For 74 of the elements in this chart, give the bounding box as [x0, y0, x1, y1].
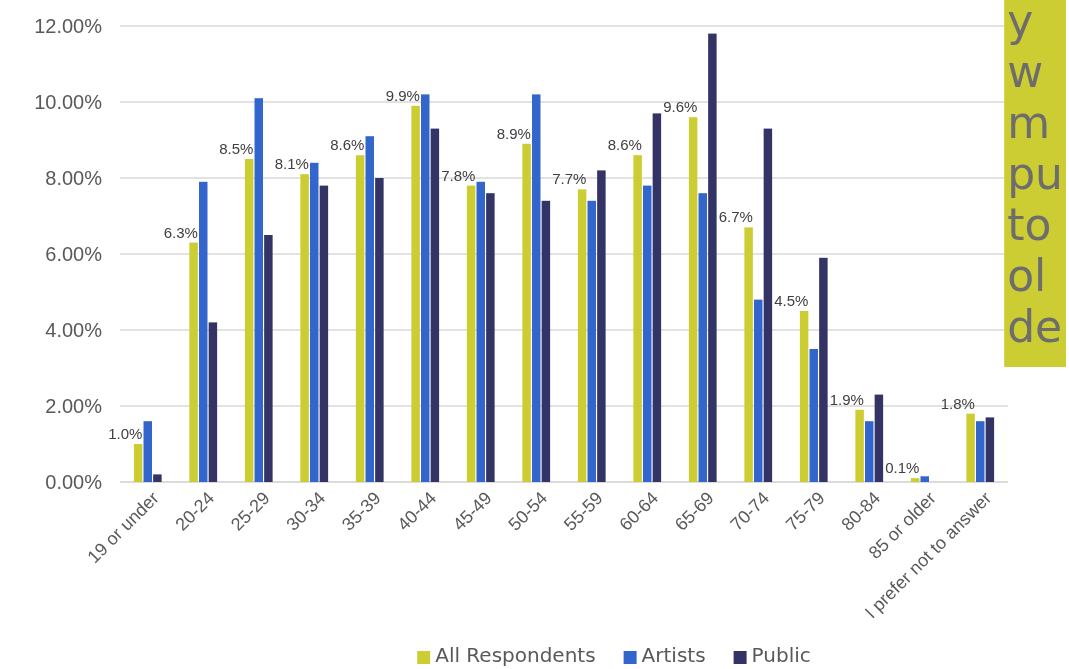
y-tick-label: 12.00%	[34, 14, 103, 37]
bar	[698, 193, 707, 482]
data-label: 8.6%	[607, 136, 642, 154]
bar	[597, 170, 606, 482]
bar	[310, 162, 319, 482]
bar	[189, 242, 198, 482]
bar	[577, 189, 587, 482]
data-label: 9.9%	[385, 86, 420, 104]
bar	[486, 193, 495, 482]
data-label: 7.7%	[552, 170, 587, 188]
bar	[143, 421, 152, 482]
data-label: 6.3%	[163, 223, 198, 241]
data-label: 1.9%	[829, 390, 864, 408]
y-tick-label: 10.00%	[34, 90, 103, 113]
bar	[532, 94, 541, 482]
bar	[541, 200, 551, 482]
y-tick-label: 8.00%	[45, 166, 103, 189]
bar	[208, 322, 218, 482]
bar	[652, 113, 662, 482]
bar	[133, 444, 143, 482]
bar	[365, 136, 374, 482]
bar	[319, 185, 329, 482]
bar	[874, 394, 884, 482]
bar	[264, 235, 273, 482]
bar	[754, 299, 763, 482]
bar	[375, 178, 384, 482]
bar	[430, 128, 440, 482]
data-label: 8.5%	[219, 140, 254, 157]
bar	[688, 117, 698, 482]
bar	[587, 200, 596, 482]
bar	[744, 227, 753, 482]
legend-label: Public	[751, 643, 811, 667]
legend-label: All Respondents	[435, 643, 596, 667]
bar	[199, 181, 208, 482]
data-label: 8.9%	[496, 124, 531, 142]
bar	[411, 105, 420, 482]
bar	[300, 174, 309, 482]
data-label: 0.1%	[885, 459, 920, 477]
bar	[476, 181, 485, 482]
bar	[819, 257, 828, 482]
bar	[985, 417, 995, 482]
data-label: 4.5%	[774, 292, 809, 309]
bar	[763, 128, 773, 482]
bar	[976, 421, 985, 482]
legend-label: Artists	[641, 643, 706, 667]
bar	[910, 478, 920, 482]
bar	[708, 33, 717, 482]
bar	[799, 311, 809, 482]
bar	[254, 98, 263, 482]
bar	[633, 155, 642, 482]
bar	[421, 94, 430, 482]
bar	[966, 413, 975, 482]
data-label: 8.1%	[274, 155, 309, 173]
data-label: 9.6%	[663, 98, 698, 116]
callout-box: y w m pu to ol de	[1004, 0, 1066, 367]
bar	[244, 159, 254, 482]
bar	[865, 421, 874, 482]
data-label: 8.6%	[330, 136, 365, 154]
bar	[855, 409, 864, 482]
bar	[153, 474, 162, 482]
bar	[643, 185, 652, 482]
y-tick-label: 0.00%	[45, 470, 103, 493]
bar	[355, 155, 365, 482]
bar	[466, 185, 476, 482]
y-tick-label: 2.00%	[45, 394, 103, 417]
data-label: 6.7%	[718, 208, 753, 226]
bar	[809, 349, 818, 482]
data-label: 1.8%	[940, 394, 975, 412]
data-label: 7.8%	[441, 166, 476, 184]
data-label: 1.0%	[108, 425, 143, 442]
y-tick-label: 4.00%	[45, 318, 103, 341]
y-tick-label: 6.00%	[45, 242, 103, 265]
bar	[522, 143, 531, 482]
bar	[920, 476, 929, 482]
